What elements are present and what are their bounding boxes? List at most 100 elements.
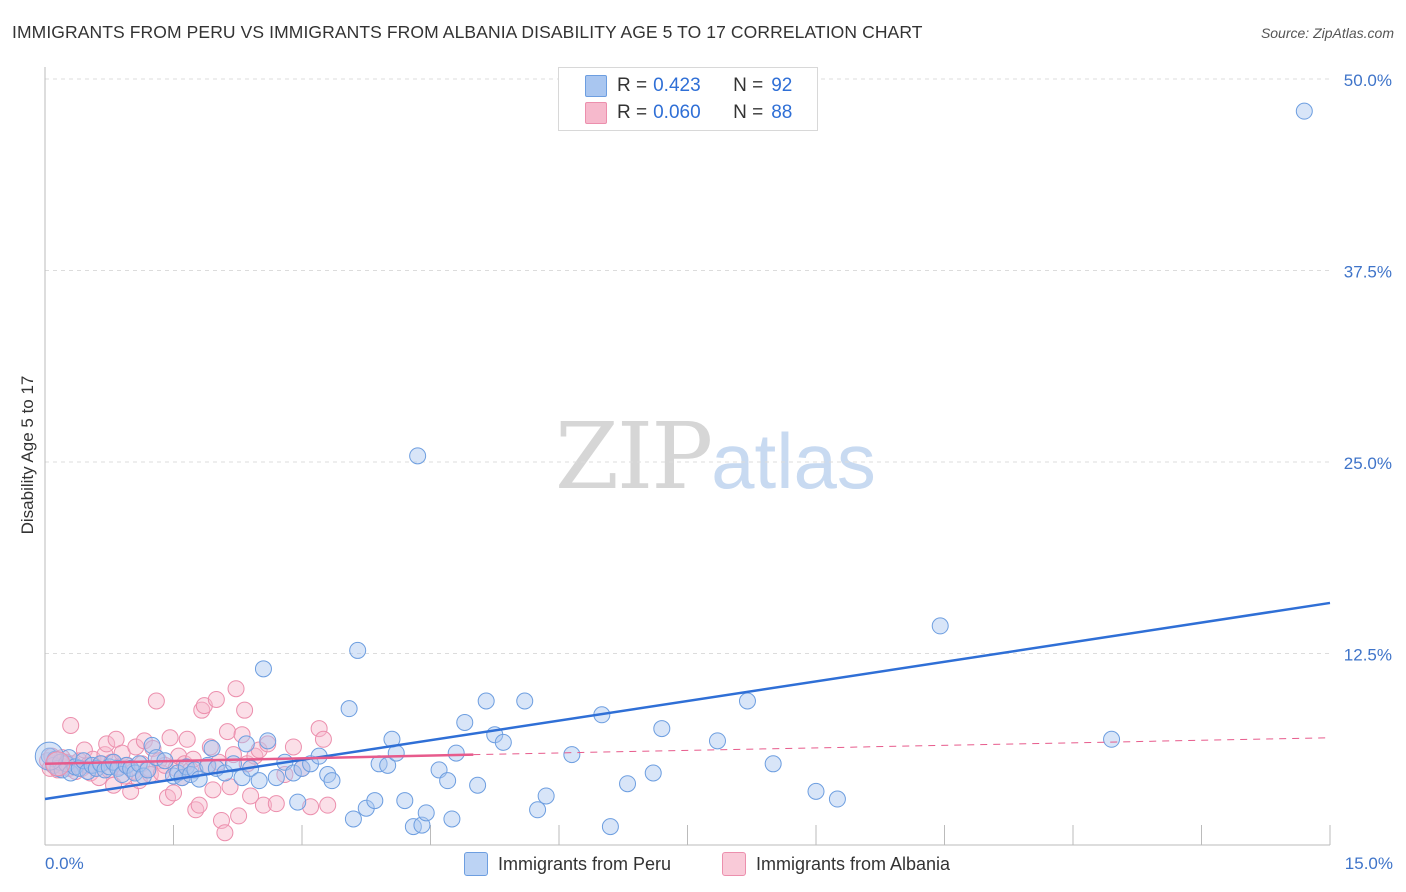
watermark-atlas: atlas (711, 417, 876, 505)
peru-point (653, 720, 671, 738)
stats-legend: R = 0.423 N = 92 R = 0.060 N = 88 (558, 67, 818, 131)
legend-r-value: 0.060 (653, 102, 701, 123)
peru-point (254, 660, 272, 678)
peru-point (931, 617, 949, 635)
albania-point (267, 795, 285, 813)
peru-point (644, 764, 662, 782)
peru-trend-line (44, 601, 1331, 801)
legend-n-label: N = (733, 102, 764, 123)
legend-n-label: N = (733, 75, 764, 96)
albania-point (218, 723, 236, 741)
peru-point (344, 810, 362, 828)
x-tick-label: 0.0% (45, 854, 84, 873)
peru-point (404, 818, 422, 836)
peru-point (494, 733, 512, 751)
peru-point (1295, 102, 1313, 120)
x-tick-label: 15.0% (1345, 854, 1393, 873)
peru-point (443, 810, 461, 828)
peru-point (259, 732, 277, 750)
albania-trend-extension (473, 737, 1331, 756)
albania-point (216, 824, 234, 842)
y-tick-label: 25.0% (1344, 454, 1392, 473)
legend-item-peru[interactable]: Immigrants from Peru (464, 852, 671, 876)
albania-point (204, 781, 222, 799)
peru-point (708, 732, 726, 750)
albania-point (319, 796, 337, 814)
source-label: Source: ZipAtlas.com (1260, 25, 1394, 41)
albania-point (190, 796, 208, 814)
peru-point (529, 801, 547, 819)
chart-title: IMMIGRANTS FROM PERU VS IMMIGRANTS FROM … (12, 22, 923, 42)
legend-row-albania: R = 0.060 N = 88 (585, 101, 792, 125)
y-tick-label: 12.5% (1344, 646, 1392, 665)
albania-point (284, 738, 302, 756)
peru-point (563, 746, 581, 764)
albania-point (187, 801, 205, 819)
peru-point (75, 752, 93, 770)
y-tick-label: 37.5% (1344, 263, 1392, 282)
legend-n-value: 88 (771, 102, 793, 123)
peru-point (250, 772, 268, 790)
peru-point (537, 787, 555, 805)
legend-r-label: R = (617, 75, 648, 96)
albania-point (165, 784, 182, 802)
peru-point (439, 772, 457, 790)
peru-point (477, 692, 495, 710)
legend-label-albania: Immigrants from Albania (756, 853, 951, 874)
watermark: ZIPatlas (555, 403, 876, 510)
albania-point (62, 717, 80, 735)
peru-point (289, 793, 307, 811)
legend-item-albania[interactable]: Immigrants from Albania (722, 852, 950, 876)
peru-swatch-icon (585, 75, 607, 97)
albania-trend-line (44, 753, 474, 766)
legend-r-value: 0.423 (653, 75, 701, 96)
legend-n-value: 92 (771, 75, 793, 96)
peru-point (456, 713, 474, 731)
peru-point (447, 744, 465, 762)
albania-point (207, 690, 225, 708)
peru-point (619, 775, 637, 793)
albania-point (242, 787, 260, 805)
peru-point (186, 761, 204, 779)
peru-point (203, 739, 221, 757)
watermark-zip: ZIP (555, 403, 713, 510)
peru-point (738, 692, 756, 710)
peru-point (417, 804, 435, 822)
albania-point (193, 701, 211, 719)
peru-point (340, 700, 358, 718)
y-tick-label: 50.0% (1344, 71, 1392, 90)
legend-row-peru: R = 0.423 N = 92 (585, 74, 792, 98)
peru-point (807, 782, 825, 800)
peru-point (601, 818, 619, 836)
peru-point (113, 766, 131, 784)
albania-point (161, 729, 179, 747)
peru-point (764, 755, 782, 773)
albania-legend-icon (722, 852, 746, 876)
legend-r-label: R = (617, 102, 648, 123)
peru-point (396, 792, 414, 810)
peru-point (319, 766, 337, 784)
albania-point (178, 730, 196, 748)
albania-swatch-icon (585, 102, 607, 124)
peru-point (409, 447, 427, 465)
albania-point (254, 796, 272, 814)
peru-point (267, 769, 285, 787)
peru-point (349, 641, 367, 659)
peru-point (366, 792, 384, 810)
albania-point (233, 726, 251, 744)
peru-point (323, 772, 341, 790)
albania-point (230, 807, 248, 825)
peru-point (237, 735, 255, 753)
peru-point (516, 692, 534, 710)
peru-point (469, 776, 487, 794)
albania-point (227, 680, 245, 698)
series-legend: Immigrants from Peru Immigrants from Alb… (0, 852, 1406, 876)
peru-point (1103, 730, 1121, 748)
albania-point (147, 692, 165, 710)
peru-point (828, 790, 846, 808)
albania-point (302, 798, 320, 816)
albania-point (236, 701, 254, 719)
legend-label-peru: Immigrants from Peru (498, 853, 672, 874)
albania-point (98, 735, 116, 753)
